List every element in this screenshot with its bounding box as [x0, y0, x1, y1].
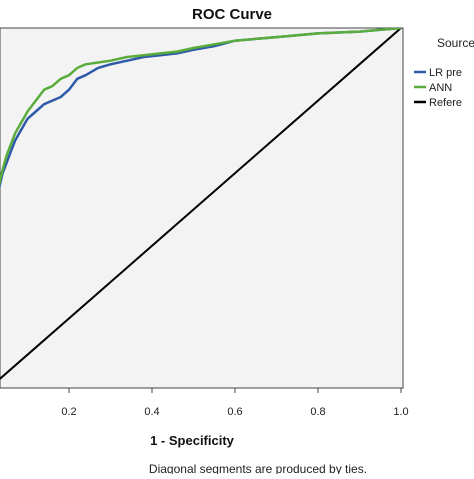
series-line-ann [0, 28, 402, 187]
series-line-reference [0, 28, 402, 381]
legend: Source-Cu LR pre ANN Refere [414, 36, 474, 109]
legend-label: Refere [429, 97, 462, 109]
x-axis-label: 1 - Specificity [150, 433, 235, 448]
legend-label: LR pre [429, 67, 462, 79]
x-tick-label: 0.2 [61, 406, 76, 418]
series-layer [0, 28, 402, 381]
chart-footnote: Diagonal segments are produced by ties. [149, 462, 367, 474]
legend-label: ANN [429, 82, 452, 94]
x-tick-label: 1.0 [393, 406, 408, 418]
x-tick-label: 0.8 [310, 406, 325, 418]
x-axis-ticks: 0.2 0.4 0.6 0.8 1.0 [61, 388, 409, 418]
x-tick-label: 0.6 [227, 406, 242, 418]
x-tick-label: 0.4 [144, 406, 159, 418]
legend-items: LR pre ANN Refere [414, 67, 462, 109]
chart-title: ROC Curve [192, 6, 272, 23]
legend-title: Source-Cu [437, 36, 474, 50]
plot-area [0, 27, 404, 389]
